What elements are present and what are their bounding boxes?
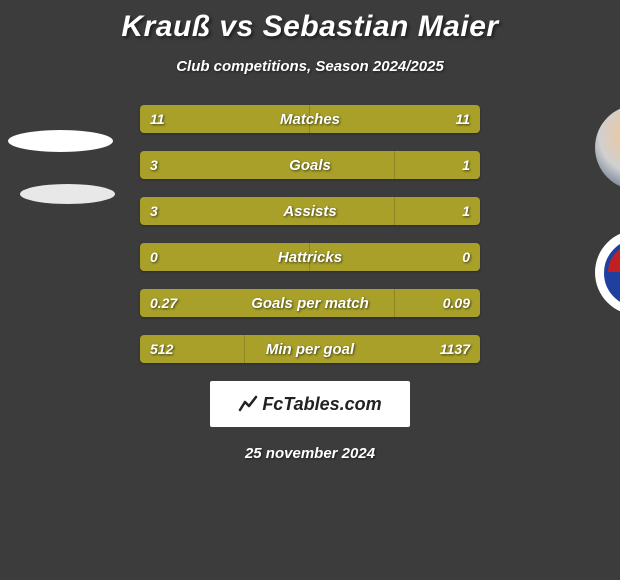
- stat-row: Goals per match0.27 0.09: [140, 289, 480, 317]
- avatar-placeholder-shape: [8, 130, 113, 152]
- branding-label: FcTables.com: [238, 394, 381, 415]
- stat-row: Goals3 1: [140, 151, 480, 179]
- stat-value-right: 1137: [440, 335, 470, 363]
- stat-value-right: 1: [462, 197, 470, 225]
- stat-value-right: 11: [455, 105, 470, 133]
- branding-text: FcTables.com: [262, 394, 381, 415]
- crest-inner: [604, 239, 620, 307]
- stat-bars: Matches1111Goals31Assists31Hattricks00Go…: [140, 105, 480, 363]
- stat-value-right: 1: [462, 151, 470, 179]
- club-crest: [595, 230, 620, 315]
- chart-icon: [238, 394, 258, 414]
- player-photo: [595, 105, 620, 190]
- stat-value-left: 512: [150, 335, 173, 363]
- stat-value-right: 0.09: [443, 289, 470, 317]
- stat-label: Assists: [140, 197, 480, 225]
- stat-label: Goals per match: [140, 289, 480, 317]
- stat-label: Min per goal: [140, 335, 480, 363]
- player-left-avatar: [8, 130, 115, 204]
- comparison-content: Matches1111Goals31Assists31Hattricks00Go…: [0, 105, 620, 462]
- stat-value-right: 0: [462, 243, 470, 271]
- stat-value-left: 0.27: [150, 289, 177, 317]
- footer-date: 25 november 2024: [0, 445, 620, 462]
- stat-label: Goals: [140, 151, 480, 179]
- stat-value-left: 0: [150, 243, 158, 271]
- comparison-subtitle: Club competitions, Season 2024/2025: [0, 58, 620, 75]
- stat-row: Min per goal512 1137: [140, 335, 480, 363]
- avatar-placeholder-shape: [20, 184, 115, 204]
- branding-panel: FcTables.com: [210, 381, 410, 427]
- stat-row: Matches11 11: [140, 105, 480, 133]
- comparison-title: Krauß vs Sebastian Maier: [0, 0, 620, 44]
- stat-label: Hattricks: [140, 243, 480, 271]
- stat-row: Hattricks0 0: [140, 243, 480, 271]
- stat-value-left: 11: [150, 105, 165, 133]
- stat-row: Assists3 1: [140, 197, 480, 225]
- stat-label: Matches: [140, 105, 480, 133]
- stat-value-left: 3: [150, 197, 158, 225]
- stat-value-left: 3: [150, 151, 158, 179]
- player-right-avatar: [595, 105, 620, 315]
